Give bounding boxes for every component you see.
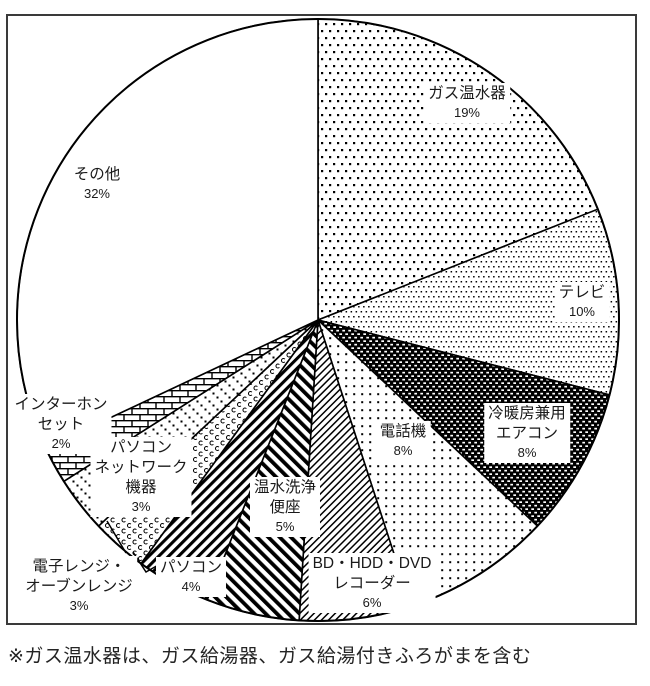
slice-label-line: 8% bbox=[393, 443, 413, 458]
slice-label-line: 電話機 bbox=[379, 423, 427, 440]
slice-label-line: 3% bbox=[69, 598, 89, 613]
slice-label-line: 便座 bbox=[269, 499, 301, 516]
slice-label-line: テレビ bbox=[558, 284, 606, 301]
leader-microwave-oven bbox=[106, 520, 127, 554]
slice-label-line: エアコン bbox=[495, 425, 559, 442]
slice-label-line: パソコン bbox=[159, 559, 223, 576]
label-leader-lines bbox=[106, 520, 161, 574]
slice-label-others: その他 32% bbox=[69, 164, 125, 204]
slice-label-line: パソコン bbox=[109, 439, 173, 456]
slice-label-tv: テレビ 10% bbox=[554, 282, 610, 322]
slice-label-line: 3% bbox=[131, 499, 151, 514]
footnote: ※ガス温水器は、ガス給湯器、ガス給湯付きふろがまを含む bbox=[8, 646, 532, 667]
pie-outline bbox=[16, 18, 620, 622]
slice-label-line: 4% bbox=[181, 579, 201, 594]
slice-label-warm-water-bidet-seat: 温水洗浄便座 5% bbox=[249, 477, 321, 537]
slice-label-line: 32% bbox=[83, 186, 111, 201]
slice-label-telephone: 電話機 8% bbox=[375, 421, 431, 461]
slice-label-line: セット bbox=[37, 416, 85, 433]
slice-label-line: 6% bbox=[362, 595, 382, 610]
slice-label-line: 機器 bbox=[125, 479, 157, 496]
leader-personal-computer bbox=[132, 551, 161, 574]
slice-label-line: 19% bbox=[453, 105, 481, 120]
slice-label-line: 5% bbox=[275, 519, 295, 534]
slice-label-line: 電子レンジ・ bbox=[32, 558, 126, 575]
slice-label-gas-water-heater: ガス温水器 19% bbox=[424, 83, 510, 123]
slice-label-personal-computer: パソコン 4% bbox=[155, 557, 227, 597]
slice-label-line: 8% bbox=[517, 445, 537, 460]
slice-label-line: 冷暖房兼用 bbox=[488, 405, 566, 422]
slice-label-heating-cooling-air-conditioner: 冷暖房兼用エアコン 8% bbox=[484, 403, 570, 463]
slice-label-line: ガス温水器 bbox=[428, 85, 506, 102]
slice-label-line: オーブンレンジ bbox=[25, 578, 133, 595]
slice-label-line: 2% bbox=[51, 436, 71, 451]
slice-label-line: レコーダー bbox=[333, 575, 411, 592]
slice-label-line: 温水洗浄 bbox=[253, 479, 317, 496]
slice-label-line: インターホン bbox=[14, 396, 108, 413]
slice-label-line: BD・HDD・DVD bbox=[312, 555, 432, 572]
slice-label-intercom-set: インターホン セット 2% bbox=[10, 394, 112, 454]
slice-labels-layer: ガス温水器 19% テレビ 10% 冷暖房兼用エアコン 8% 電話機 8% BD・HDD・DVD… bbox=[10, 83, 610, 616]
slice-label-line: 10% bbox=[568, 304, 596, 319]
slice-label-line: その他 bbox=[73, 166, 121, 183]
slice-label-line: ネットワーク bbox=[94, 459, 188, 476]
pie-chart bbox=[16, 18, 620, 622]
slice-label-microwave-oven: 電子レンジ・ オーブンレンジ 3% bbox=[21, 556, 137, 616]
slice-label-bd-hdd-dvd-recorder: BD・HDD・DVD レコーダー 6% bbox=[308, 553, 436, 613]
